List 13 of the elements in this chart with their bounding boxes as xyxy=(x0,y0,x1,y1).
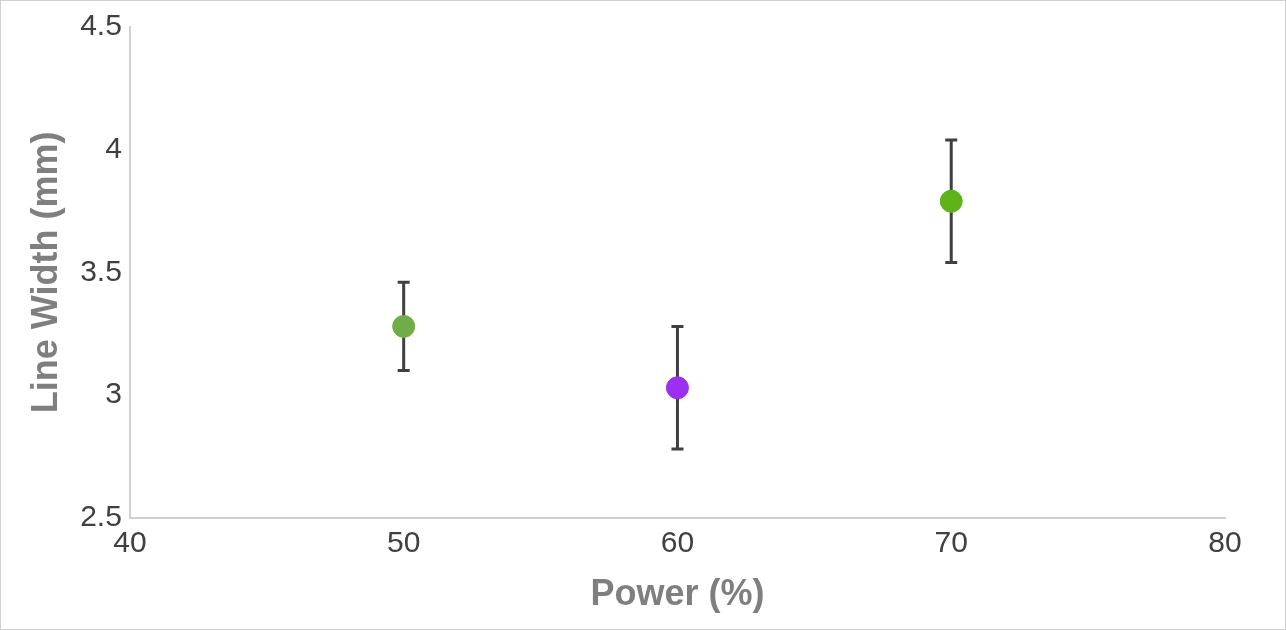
x-tick-label: 60 xyxy=(660,525,695,559)
point xyxy=(392,314,416,338)
y-tick-label: 4 xyxy=(105,130,122,164)
y-tick-label: 3.5 xyxy=(80,253,122,287)
point xyxy=(665,376,689,400)
x-tick-label: 50 xyxy=(386,525,421,559)
point xyxy=(939,189,963,213)
x-axis-title: Power (%) xyxy=(590,572,765,614)
x-tick-label: 80 xyxy=(1208,525,1242,559)
y-tick-label: 4.5 xyxy=(80,8,122,42)
y-tick-label: 3 xyxy=(105,376,122,410)
y-axis-title: Line Width (mm) xyxy=(23,131,65,414)
x-tick-label: 70 xyxy=(934,525,968,559)
